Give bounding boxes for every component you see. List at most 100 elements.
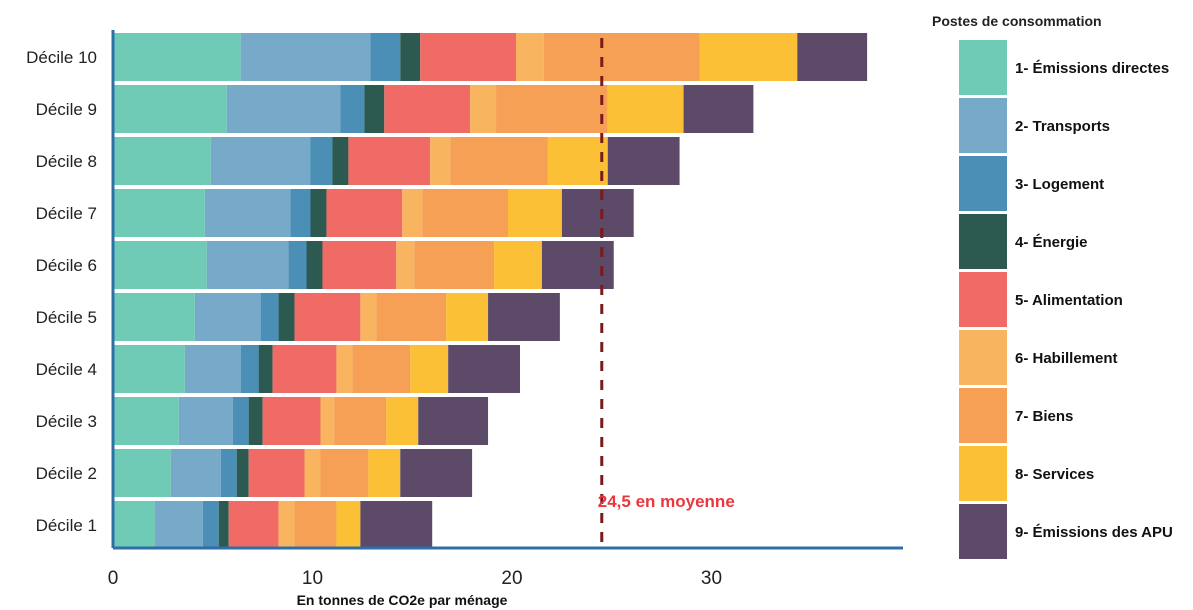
bar-segment-8-6 [430,137,451,185]
category-label: Décile 3 [36,412,97,431]
bar-segment-4-9 [448,345,520,393]
bar-segment-9-4 [364,85,385,133]
bar-segment-2-8 [368,449,401,497]
bar-segment-2-6 [304,449,321,497]
bar-segment-3-4 [248,397,263,445]
bar-segment-5-4 [278,293,295,341]
category-label: Décile 5 [36,308,97,327]
bar-segment-2-4 [236,449,249,497]
bar-segment-6-7 [414,241,495,289]
bar-segment-4-5 [272,345,337,393]
legend-label-7: 7- Biens [1015,408,1073,425]
bar-segment-1-4 [218,501,229,549]
bar-segment-8-1 [113,137,211,185]
bar-segment-7-7 [422,189,508,237]
bar-segment-7-4 [310,189,327,237]
bar-segment-10-5 [420,33,516,81]
bar-segment-4-3 [240,345,259,393]
bar-segment-6-6 [396,241,415,289]
bar-segment-5-9 [488,293,560,341]
category-label: Décile 2 [36,464,97,483]
legend-label-9: 9- Émissions des APU [1015,524,1173,541]
bar-segment-4-1 [113,345,185,393]
bar-segment-2-9 [400,449,473,497]
bar-segment-3-7 [334,397,387,445]
bar-segment-8-3 [310,137,333,185]
bar-segment-8-8 [547,137,608,185]
legend-label-5: 5- Alimentation [1015,292,1123,309]
bar-segment-8-7 [450,137,548,185]
legend-swatch-3 [959,156,1007,211]
bar-segment-6-2 [206,241,289,289]
legend-label-8: 8- Services [1015,466,1094,483]
bar-segment-3-5 [262,397,321,445]
x-tick-label: 20 [501,568,522,589]
category-label: Décile 1 [36,516,97,535]
bar-segment-1-6 [278,501,295,549]
bar-segment-7-3 [290,189,311,237]
bar-segment-10-8 [699,33,798,81]
bar-segment-4-8 [410,345,449,393]
bar-segment-3-3 [232,397,249,445]
bar-segment-5-3 [260,293,279,341]
x-axis-title: En tonnes de CO2e par ménage [297,592,508,608]
bar-segment-9-9 [683,85,754,133]
bar-segment-5-8 [446,293,489,341]
bar-segment-2-2 [170,449,221,497]
legend-swatch-4 [959,214,1007,269]
legend-swatch-9 [959,504,1007,559]
bar-segment-7-9 [561,189,634,237]
legend-title: Postes de consommation [932,13,1102,29]
legend-swatch-5 [959,272,1007,327]
mean-label: 24,5 en moyenne [598,492,735,511]
bar-segment-2-1 [113,449,171,497]
bar-segment-9-3 [340,85,365,133]
category-label: Décile 7 [36,204,97,223]
bar-segment-6-4 [306,241,323,289]
legend-label-2: 2- Transports [1015,118,1110,135]
bar-segment-7-2 [204,189,291,237]
bar-segment-1-1 [113,501,155,549]
bar-segment-10-1 [113,33,241,81]
bar-segment-7-1 [113,189,205,237]
bar-segment-1-8 [336,501,361,549]
bar-segment-5-5 [294,293,361,341]
bar-segment-5-1 [113,293,195,341]
legend-label-1: 1- Émissions directes [1015,60,1169,77]
bar-segment-5-6 [360,293,377,341]
bar-segment-9-8 [607,85,684,133]
x-tick-label: 0 [108,568,119,589]
bar-segment-9-2 [226,85,341,133]
bar-segment-1-7 [294,501,337,549]
legend-swatch-6 [959,330,1007,385]
bar-segment-4-2 [184,345,241,393]
bar-segment-2-7 [320,449,369,497]
bar-segment-10-7 [543,33,700,81]
bar-segment-1-3 [202,501,219,549]
bar-segment-1-2 [154,501,203,549]
x-tick-label: 10 [302,568,323,589]
category-label: Décile 8 [36,152,97,171]
bar-segment-10-2 [240,33,371,81]
bar-segment-4-6 [336,345,353,393]
bar-segment-9-7 [496,85,608,133]
bar-segment-4-4 [258,345,273,393]
bar-segment-10-6 [515,33,544,81]
bar-segment-7-6 [402,189,423,237]
bar-segment-10-9 [797,33,868,81]
legend-swatch-1 [959,40,1007,95]
bar-segment-8-9 [607,137,680,185]
bar-segment-5-7 [376,293,447,341]
bar-segment-7-8 [508,189,562,237]
bar-segment-10-4 [400,33,421,81]
bar-segment-10-3 [370,33,401,81]
x-tick-label: 30 [701,568,722,589]
bar-segment-7-5 [326,189,403,237]
legend-swatch-8 [959,446,1007,501]
bar-segment-8-4 [332,137,349,185]
bar-segment-6-3 [288,241,307,289]
bar-segment-3-6 [320,397,335,445]
category-label: Décile 9 [36,100,97,119]
bar-segment-6-1 [113,241,207,289]
